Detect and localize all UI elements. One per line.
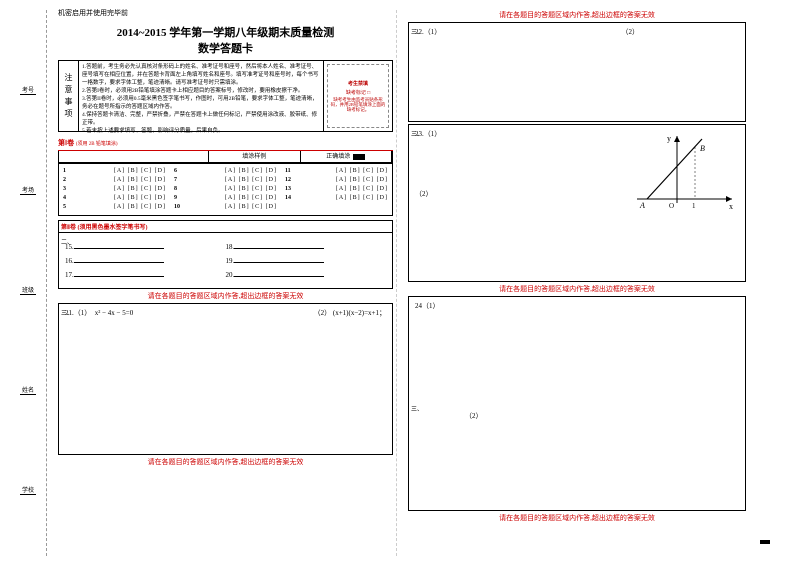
svg-text:B: B [700,144,705,153]
q22-section: 三、 [411,27,423,36]
svg-text:y: y [667,134,671,143]
scan-marker [760,540,770,544]
section2-label: 第Ⅱ卷 (须用黑色墨水签字笔书写) [58,220,393,233]
barcode-area: 考生禁填 缺考标记 □ 缺考考生由监考员贴条形码，并用2B铅笔填涂上面的缺考标记… [324,61,392,131]
side-name: 姓名 [20,385,36,395]
fill-sample-row: 填涂样例 正确填涂 [58,151,393,163]
q21-box[interactable]: 三、 21.（1） x² − 4x − 5=0 （2） (x+1)(x−2)=x… [58,303,393,455]
q24-section: 三、 [411,404,423,413]
fill-blank-box: 二、 15.18. 16.19. 17.20. [58,233,393,289]
warning-2: 请在各题目的答题区域内作答,超出边框的答案无效 [58,457,393,467]
notice-body: 1.答题前，考生务必先认真核对条形码上的姓名、准考证号和座号，然后将本人姓名、准… [79,61,324,131]
mc-col-2: 6[A] [B] [C] [D] 7[A] [B] [C] [D] 8[A] [… [170,167,281,212]
left-column: 机密启用并使用完毕前 2014~2015 学年第一学期八年级期末质量检测 数学答… [58,8,393,469]
q-section-2: 二、 [61,237,73,246]
side-class: 班级 [20,285,36,295]
warning-4: 请在各题目的答题区域内作答,超出边框的答案无效 [408,284,746,294]
section1-label: 第Ⅰ卷 (须用 2B 铅笔填涂) [58,136,393,151]
q22-box[interactable]: 三、 22.（1）（2） [408,22,746,122]
warning-1: 请在各题目的答题区域内作答,超出边框的答案无效 [58,291,393,301]
fold-line [396,10,397,556]
binding-labels: 考号 考场 班级 姓名 学校 [20,40,36,540]
fill-correct: 正确填涂 [301,151,393,162]
right-column: 请在各题目的答题区域内作答,超出边框的答案无效 三、 22.（1）（2） 三、 … [408,8,746,525]
side-room: 考场 [20,185,36,195]
answer-sheet: 考号 考场 班级 姓名 学校 机密启用并使用完毕前 2014~2015 学年第一… [0,0,800,566]
notice-heading: 注 意 事 项 [59,61,79,131]
notice-box: 注 意 事 项 1.答题前，考生务必先认真核对条形码上的姓名、准考证号和座号，然… [58,60,393,132]
q23-section: 三、 [411,129,423,138]
side-school: 学校 [20,485,36,495]
svg-text:O: O [669,202,674,210]
svg-text:x: x [729,202,733,211]
q23-graph: x y O A B 1 [627,131,737,211]
side-exam-id: 考号 [20,85,36,95]
fill-mark-icon [353,154,365,160]
mc-col-1: 1[A] [B] [C] [D] 2[A] [B] [C] [D] 3[A] [… [59,167,170,212]
fill-sample-label: 填涂样例 [209,151,301,162]
cut-line [46,10,47,556]
q23-box[interactable]: 三、 23.（1） （2） x y O A B 1 [408,124,746,282]
exam-title: 2014~2015 学年第一学期八年级期末质量检测 [58,24,393,40]
warning-3: 请在各题目的答题区域内作答,超出边框的答案无效 [408,10,746,20]
exam-subtitle: 数学答题卡 [58,40,393,56]
multiple-choice-grid: 1[A] [B] [C] [D] 2[A] [B] [C] [D] 3[A] [… [58,163,393,216]
warning-5: 请在各题目的答题区域内作答,超出边框的答案无效 [408,513,746,523]
mc-col-3: 11[A] [B] [C] [D] 12[A] [B] [C] [D] 13[A… [281,167,392,212]
q24-box[interactable]: 24（1） 三、 （2） [408,296,746,511]
confidential-text: 机密启用并使用完毕前 [58,8,393,18]
svg-text:A: A [639,201,645,210]
q21-section: 三、 [61,308,73,317]
svg-text:1: 1 [692,202,696,210]
barcode-box: 考生禁填 缺考标记 □ 缺考考生由监考员贴条形码，并用2B铅笔填涂上面的缺考标记… [327,64,389,128]
